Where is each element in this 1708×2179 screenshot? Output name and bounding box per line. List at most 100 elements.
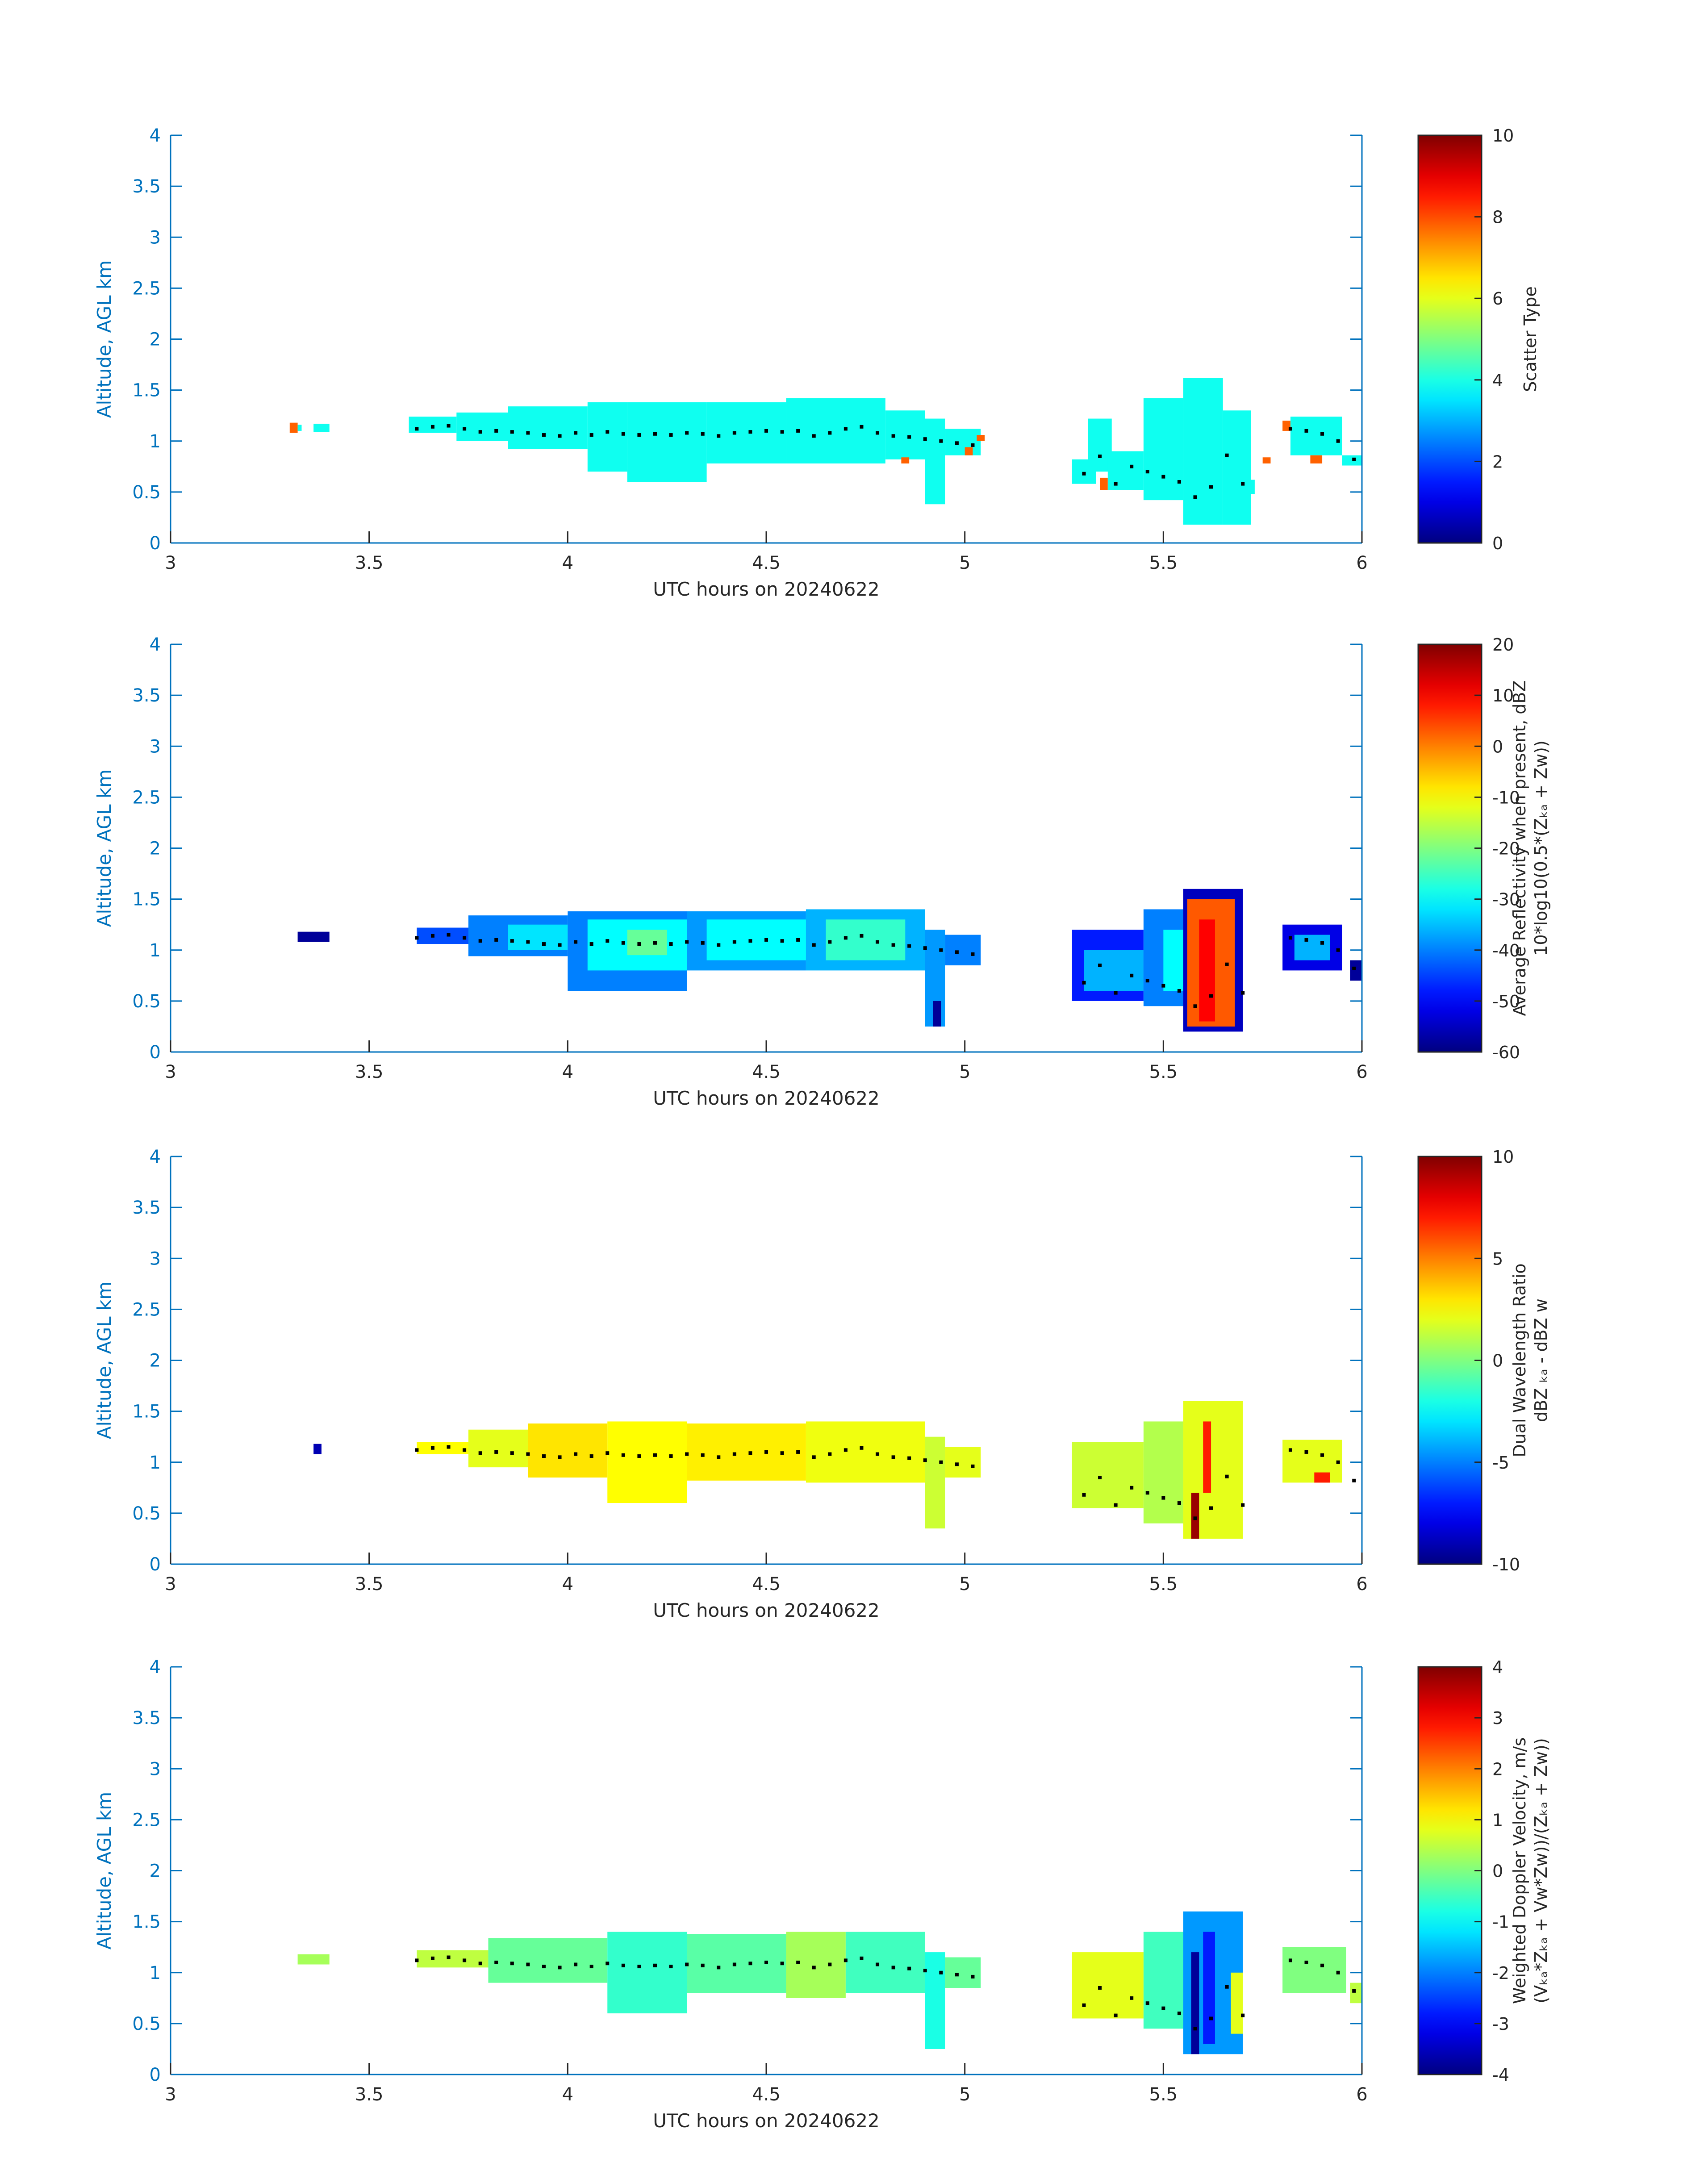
cloud-top-marker: [1304, 429, 1308, 433]
colorbar: [1417, 643, 1482, 1053]
cloud-top-marker: [1161, 475, 1165, 479]
cloud-top-marker: [1114, 991, 1118, 995]
cloud-top-marker: [1145, 2001, 1149, 2005]
y-tick-label: 1.5: [132, 1402, 161, 1422]
heatmap-cells: [297, 1911, 1362, 2054]
cloud-top-markers: [415, 933, 1356, 1008]
cloud-top-marker: [621, 1963, 625, 1967]
cloud-top-marker: [685, 940, 689, 944]
heatmap-cell: [806, 1421, 925, 1483]
x-tick-label: 3: [165, 1574, 176, 1595]
colorbar-tick-label: 20: [1492, 635, 1514, 655]
heatmap-cell: [687, 1423, 806, 1481]
cloud-top-marker: [955, 950, 959, 954]
y-tick-label: 2.5: [132, 278, 161, 299]
heatmap-cell: [1310, 455, 1323, 463]
x-axis-label: UTC hours on 20240622: [653, 2110, 880, 2132]
heatmap-cell: [1282, 1440, 1342, 1483]
y-axis-label: Altitude, AGL km: [93, 769, 115, 927]
cloud-top-marker: [1352, 457, 1356, 461]
colorbar-label: Dual Wavelength Ratio: [1510, 1263, 1529, 1457]
heatmap-cell: [1191, 1493, 1199, 1539]
cloud-top-marker: [844, 936, 848, 940]
heatmap-cell: [925, 1952, 945, 2049]
heatmap-cell: [687, 1934, 786, 1993]
y-axis-label: Altitude, AGL km: [93, 1282, 115, 1439]
heatmap-cell: [488, 1938, 608, 1983]
cloud-top-marker: [796, 1960, 800, 1964]
x-tick-label: 6: [1356, 1062, 1367, 1082]
heatmap-cell: [1350, 960, 1362, 981]
colorbar: [1417, 134, 1482, 544]
cloud-top-marker: [447, 1955, 451, 1959]
cloud-top-marker: [669, 1965, 673, 1969]
cloud-top-marker: [1352, 1989, 1356, 1993]
cloud-top-marker: [939, 948, 943, 952]
cloud-top-marker: [494, 1450, 498, 1454]
heatmap-cell: [1100, 477, 1108, 490]
cloud-top-marker: [1130, 973, 1134, 977]
cloud-top-marker: [971, 952, 975, 956]
x-tick-label: 6: [1356, 2084, 1367, 2105]
heatmap-cell: [901, 457, 910, 463]
panel-1: 0 0.5 1 1.5 2 2.5 3 3.5 4 3 3.5 4 4.5 5 5.5 6 UTC hours …: [93, 125, 1540, 600]
cloud-top-marker: [812, 434, 816, 438]
panel-3: 0 0.5 1 1.5 2 2.5 3 3.5 4 3 3.5 4 4.5 5 5.5 6 UTC hours …: [93, 1147, 1551, 1621]
cloud-top-marker: [685, 1962, 689, 1966]
cloud-top-marker: [494, 429, 498, 433]
heatmap-cell: [1262, 457, 1271, 463]
cloud-top-marker: [463, 1958, 467, 1962]
cloud-top-marker: [971, 1974, 975, 1979]
cloud-top-marker: [748, 430, 752, 434]
x-tick-label: 3: [165, 2084, 176, 2105]
colorbar-tick-label: 0: [1492, 1351, 1503, 1371]
cloud-top-marker: [558, 434, 562, 438]
cloud-top-marker: [732, 940, 736, 944]
cloud-top-marker: [669, 433, 673, 437]
heatmap-cell: [1107, 451, 1144, 490]
x-tick-label: 4.5: [752, 553, 781, 573]
cloud-top-marker: [876, 431, 880, 435]
x-tick-label: 4.5: [752, 1062, 781, 1082]
y-tick-label: 3.5: [132, 1198, 161, 1218]
y-tick-label: 4: [150, 125, 161, 146]
cloud-top-marker: [478, 430, 482, 434]
cloud-top-marker: [1304, 938, 1308, 942]
cloud-top-marker: [1225, 962, 1229, 966]
cloud-top-marker: [717, 1966, 721, 1970]
cloud-top-marker: [1177, 1501, 1181, 1505]
cloud-top-marker: [1098, 1475, 1102, 1479]
cloud-top-marker: [430, 425, 434, 429]
cloud-top-marker: [780, 1962, 784, 1966]
heatmap-cell: [945, 429, 981, 455]
heatmap-cell: [1231, 1972, 1243, 2034]
cloud-top-marker: [1225, 453, 1229, 457]
heatmap-cell: [925, 418, 945, 505]
heatmap-cell: [607, 1421, 687, 1503]
y-tick-label: 0.5: [132, 991, 161, 1012]
cloud-top-marker: [828, 1962, 832, 1966]
cloud-top-marker: [891, 434, 895, 438]
cloud-top-marker: [542, 1965, 546, 1969]
cloud-top-marker: [1161, 1496, 1165, 1500]
cloud-top-marker: [876, 1962, 880, 1966]
cloud-top-marker: [1336, 1460, 1340, 1464]
heatmap-cell: [786, 1932, 846, 1998]
heatmap-cell: [587, 402, 627, 472]
cloud-top-marker: [1098, 454, 1102, 458]
cloud-top-marker: [939, 1970, 943, 1974]
y-tick-label: 2.5: [132, 787, 161, 808]
cloud-top-marker: [510, 430, 514, 434]
heatmap-cell: [1143, 1932, 1183, 2029]
cloud-top-marker: [701, 1453, 705, 1457]
y-axis-label: Altitude, AGL km: [93, 260, 115, 418]
colorbar-tick-label: -60: [1492, 1043, 1520, 1062]
cloud-top-marker: [1082, 472, 1086, 476]
y-tick-label: 4: [150, 1657, 161, 1678]
y-tick-label: 1.5: [132, 380, 161, 401]
colorbar-tick-label: 2: [1492, 452, 1503, 472]
cloud-top-marker: [558, 1966, 562, 1970]
cloud-top-marker: [796, 1450, 800, 1454]
cloud-top-marker: [907, 944, 911, 948]
heatmap-cell: [826, 919, 906, 960]
